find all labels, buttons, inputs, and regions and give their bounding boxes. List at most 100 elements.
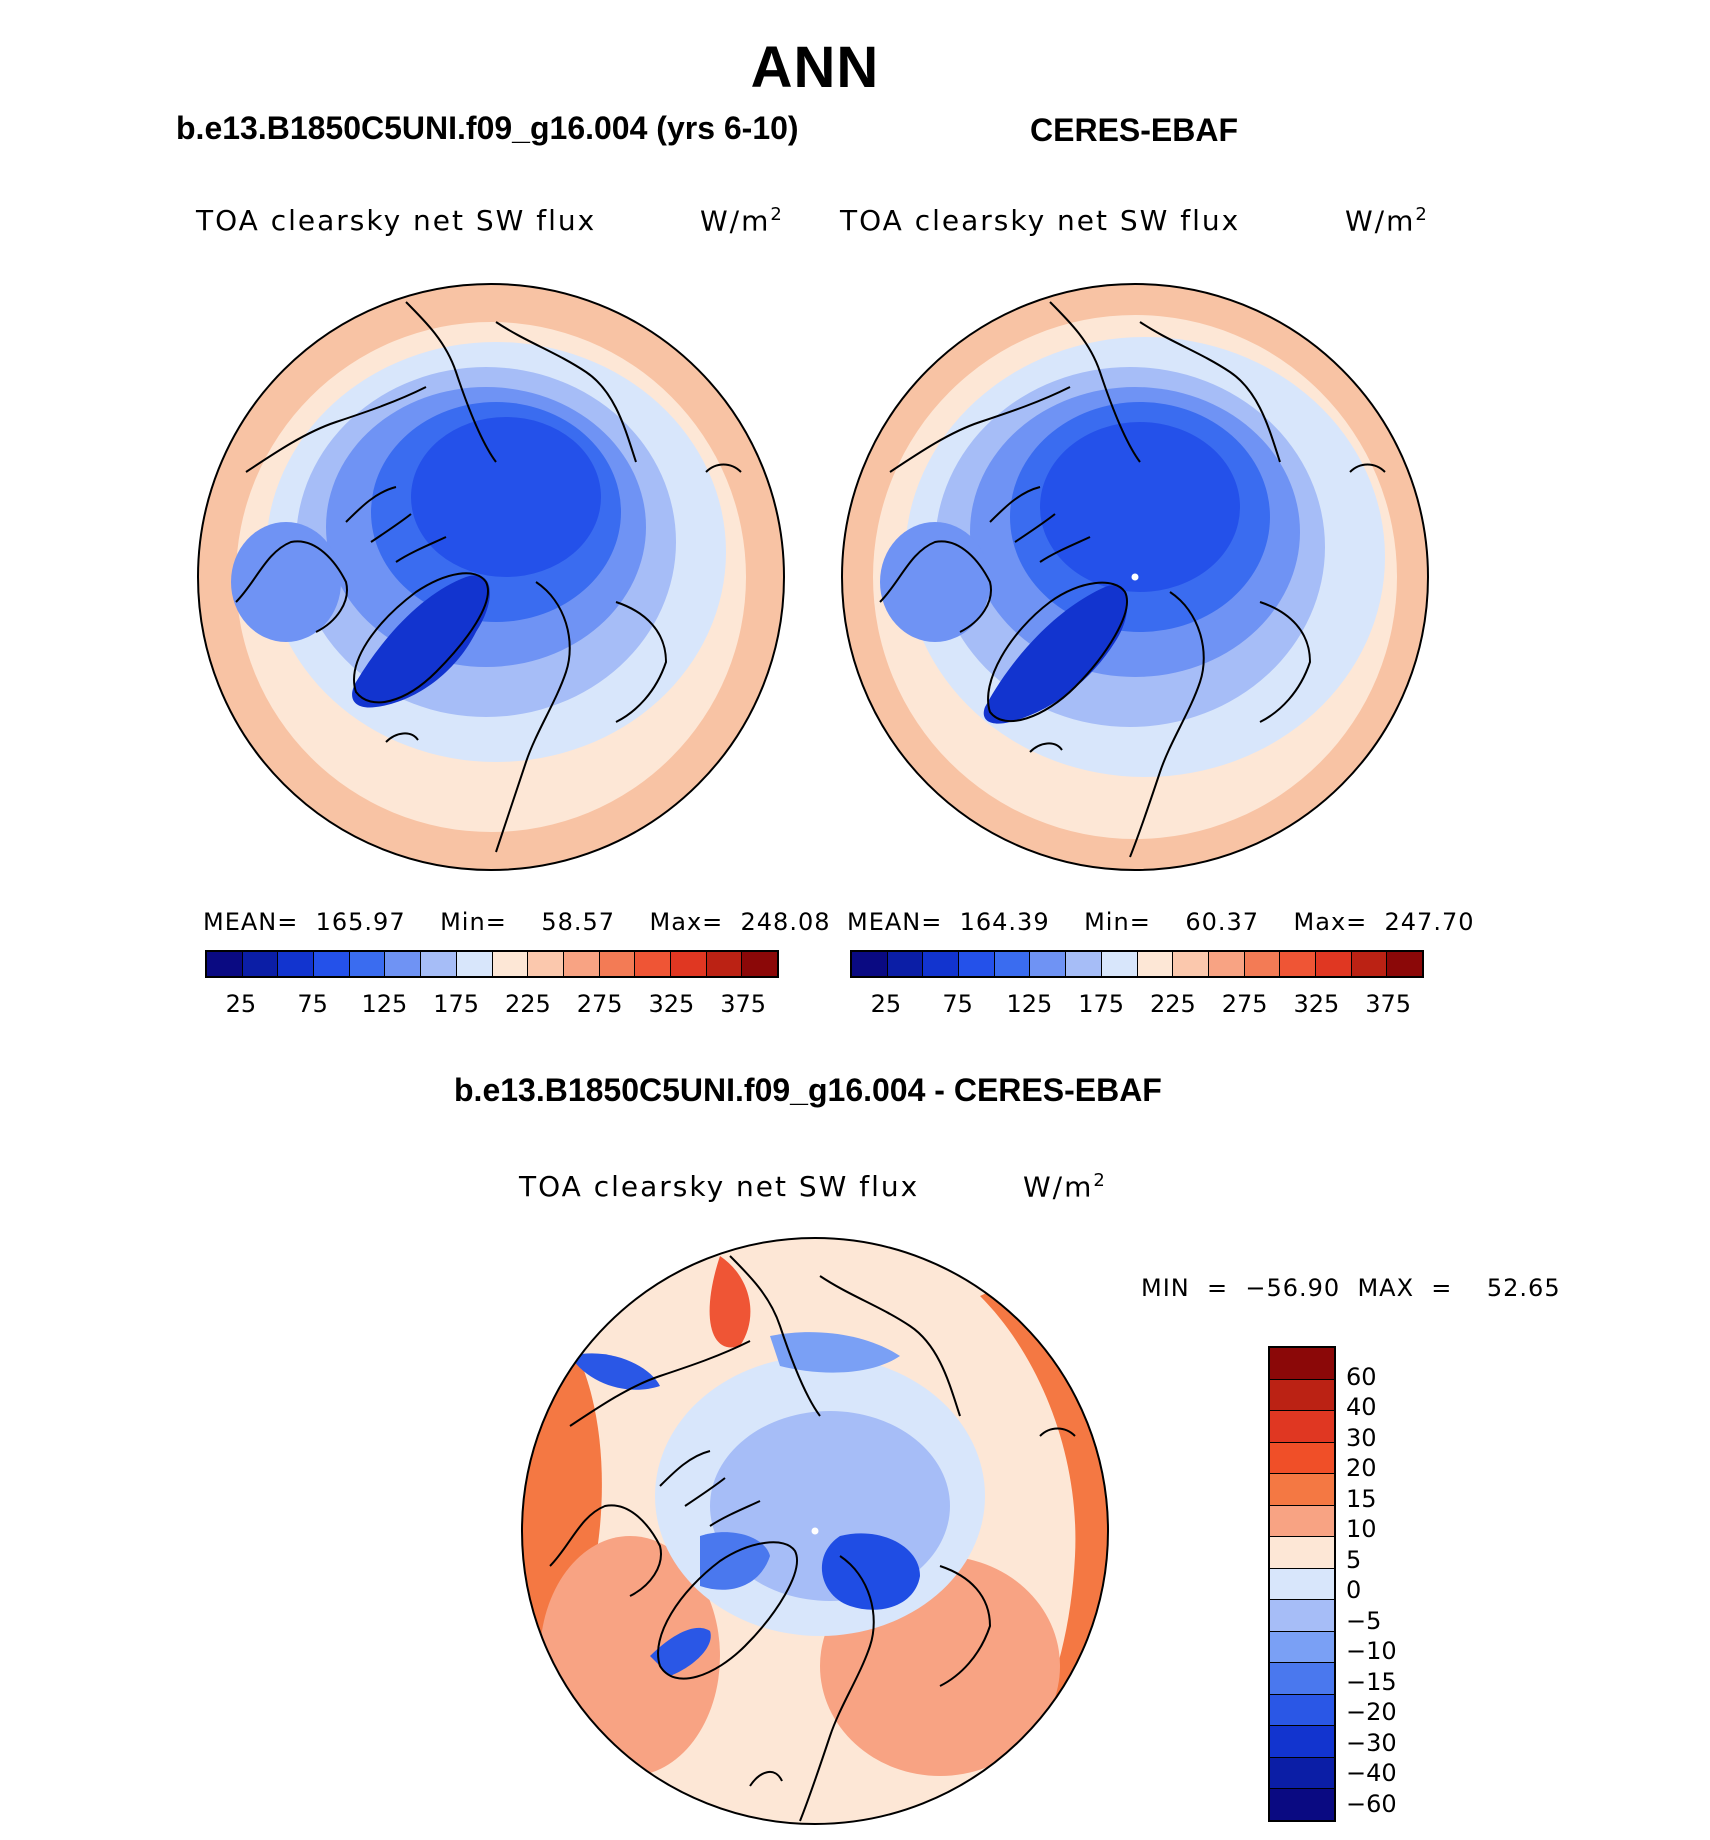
- colorbar-swatch: [1066, 952, 1102, 976]
- map-field-labrador: [231, 522, 341, 642]
- panel-title-model: b.e13.B1850C5UNI.f09_g16.004 (yrs 6-10): [176, 110, 799, 146]
- colorbar-tick-label: −60: [1346, 1789, 1397, 1818]
- colorbar-tick-label: 125: [1006, 990, 1053, 1018]
- colorbar-swatch: [1270, 1474, 1334, 1506]
- units-label-obs: W/m2: [1345, 204, 1427, 238]
- colorbar-tick-label: 25: [870, 990, 902, 1018]
- colorbar-tick-label: 325: [648, 990, 695, 1018]
- colorbar-swatch: [1270, 1663, 1334, 1695]
- colorbar-tick-label: 75: [942, 990, 973, 1018]
- colorbar-swatch: [1270, 1568, 1334, 1601]
- colorbar-swatch: [1270, 1348, 1334, 1380]
- colorbar-swatch: [1244, 952, 1281, 976]
- colorbar-tick-label: 375: [1365, 990, 1412, 1018]
- polar-map-obs: [841, 283, 1429, 871]
- colorbar-swatch: [1270, 1379, 1334, 1412]
- colorbar-swatch: [1270, 1411, 1334, 1443]
- map-pole-dot: [1131, 573, 1139, 581]
- map-field-north-band: [770, 1332, 900, 1373]
- colorbar-swatch: [242, 952, 279, 976]
- units-label-diff: W/m2: [1023, 1170, 1105, 1204]
- colorbar-swatch: [1137, 952, 1174, 976]
- colorbar-swatch: [349, 952, 386, 976]
- variable-label-obs: TOA clearsky net SW flux: [840, 204, 1241, 237]
- map-boundary-circle: [841, 283, 1429, 871]
- colorbar-swatch: [528, 952, 564, 976]
- colorbar-swatch: [1270, 1505, 1334, 1538]
- map-field-core: [1040, 422, 1240, 592]
- figure-title: ANN: [750, 35, 880, 100]
- colorbar-labels-obs: 25 75 125 175 225 275 325 375: [850, 990, 1424, 1020]
- colorbar-labels-diff: 60 40 30 20 15 10 5 0 −5 −10 −15 −20 −30 −40 −60: [1346, 1346, 1466, 1822]
- colorbar-swatch: [1280, 952, 1316, 976]
- colorbar-swatch: [887, 952, 924, 976]
- colorbar-swatch: [421, 952, 457, 976]
- colorbar-tick-label: 175: [433, 990, 480, 1018]
- colorbar-tick-label: 225: [504, 990, 551, 1018]
- colorbar-model: [205, 950, 779, 978]
- colorbar-tick-label: 0: [1346, 1576, 1362, 1605]
- colorbar-tick-label: 375: [720, 990, 767, 1018]
- polar-map-model: [197, 283, 785, 871]
- colorbar-swatch: [1270, 1631, 1334, 1664]
- colorbar-tick-label: −30: [1346, 1728, 1397, 1757]
- colorbar-tick-label: 30: [1346, 1423, 1377, 1452]
- colorbar-swatch: [635, 952, 671, 976]
- variable-label-model: TOA clearsky net SW flux: [196, 204, 597, 237]
- colorbar-swatch: [1315, 952, 1352, 976]
- colorbar-swatch: [959, 952, 995, 976]
- colorbar-swatch: [385, 952, 422, 976]
- map-field-west-band: [570, 1353, 660, 1390]
- colorbar-swatch: [1270, 1537, 1334, 1569]
- colorbar-swatch: [563, 952, 600, 976]
- colorbar-swatch: [1101, 952, 1138, 976]
- colorbar-swatch: [1351, 952, 1388, 976]
- colorbar-swatch: [1270, 1757, 1334, 1790]
- map-pole-dot: [811, 1527, 819, 1535]
- map-field-negative-basin: [821, 1533, 920, 1610]
- colorbar-tick-label: 60: [1346, 1362, 1377, 1391]
- polar-map-diff: [521, 1237, 1109, 1825]
- colorbar-swatch: [670, 952, 707, 976]
- units-label-model: W/m2: [700, 204, 782, 238]
- colorbar-swatch: [278, 952, 315, 976]
- colorbar-tick-label: 225: [1149, 990, 1196, 1018]
- colorbar-swatch: [599, 952, 636, 976]
- colorbar-labels-model: 25 75 125 175 225 275 325 375: [205, 990, 779, 1020]
- colorbar-tick-label: 5: [1346, 1545, 1362, 1574]
- stats-obs: MEAN= 164.39 Min= 60.37 Max= 247.70: [847, 908, 1475, 936]
- map-field-labrador: [880, 522, 990, 642]
- colorbar-tick-label: −15: [1346, 1667, 1397, 1696]
- colorbar-swatch: [492, 952, 529, 976]
- colorbar-tick-label: 20: [1346, 1454, 1377, 1483]
- colorbar-swatch: [1173, 952, 1209, 976]
- colorbar-swatch: [456, 952, 493, 976]
- colorbar-tick-label: −10: [1346, 1637, 1397, 1666]
- map-field-greenland: [352, 575, 490, 708]
- colorbar-tick-label: 125: [361, 990, 408, 1018]
- colorbar-tick-label: 10: [1346, 1515, 1377, 1544]
- colorbar-swatch: [1270, 1442, 1334, 1475]
- colorbar-obs: [850, 950, 1424, 978]
- colorbar-swatch: [742, 952, 777, 976]
- map-field-core: [411, 417, 601, 577]
- stats-diff: MIN = −56.90 MAX = 52.65: [1141, 1274, 1561, 1302]
- map-field-warm-north: [709, 1256, 751, 1348]
- stats-model: MEAN= 165.97 Min= 58.57 Max= 248.08: [203, 908, 831, 936]
- colorbar-tick-label: 275: [1221, 990, 1268, 1018]
- colorbar-tick-label: 275: [576, 990, 623, 1018]
- colorbar-swatch: [207, 952, 243, 976]
- variable-label-diff: TOA clearsky net SW flux: [519, 1170, 920, 1203]
- colorbar-tick-label: 25: [225, 990, 257, 1018]
- map-boundary-circle: [197, 283, 785, 871]
- colorbar-swatch: [923, 952, 960, 976]
- colorbar-tick-label: −20: [1346, 1698, 1397, 1727]
- colorbar-tick-label: −5: [1346, 1606, 1382, 1635]
- colorbar-swatch: [1270, 1789, 1334, 1820]
- colorbar-swatch: [1387, 952, 1422, 976]
- colorbar-swatch: [1270, 1726, 1334, 1758]
- panel-title-diff: b.e13.B1850C5UNI.f09_g16.004 - CERES-EBA…: [454, 1072, 1162, 1108]
- colorbar-swatch: [706, 952, 743, 976]
- colorbar-diff: [1268, 1346, 1336, 1822]
- colorbar-swatch: [1030, 952, 1067, 976]
